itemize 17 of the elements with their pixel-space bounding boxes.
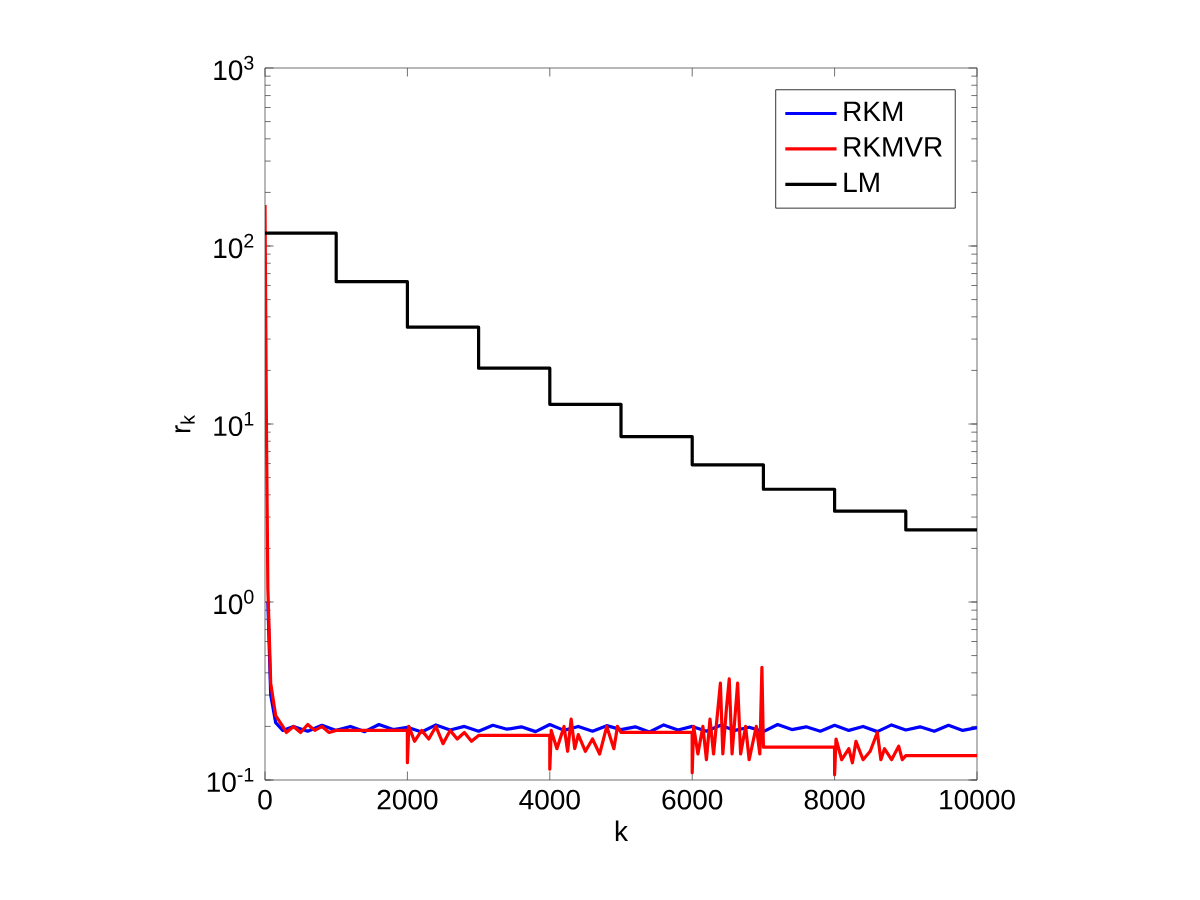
y-tick-label: 10$^{2}$	[214, 233, 254, 259]
legend-label: LM	[844, 172, 879, 192]
y-tick-label: 10$^{3}$	[214, 55, 254, 81]
x-axis-title: k	[615, 820, 629, 841]
x-tick-label: 10000	[940, 789, 1015, 810]
y-tick-label: 10$^{1}$	[214, 411, 254, 437]
legend-label: RKM	[844, 101, 903, 122]
y-tick-label: 10$^{0}$	[214, 589, 254, 615]
legend-label: RKMVR	[844, 137, 942, 157]
line-series	[265, 203, 978, 777]
y-tick-label: 10$^{-1}$	[207, 767, 254, 793]
x-tick-label: 4000	[519, 789, 580, 810]
y-axis-title: r$_{k}$	[175, 414, 195, 433]
x-tick-label: 2000	[377, 789, 438, 810]
x-tick-label: 6000	[662, 789, 723, 810]
x-tick-label: 8000	[804, 789, 865, 810]
x-tick-label: 0	[258, 789, 272, 810]
